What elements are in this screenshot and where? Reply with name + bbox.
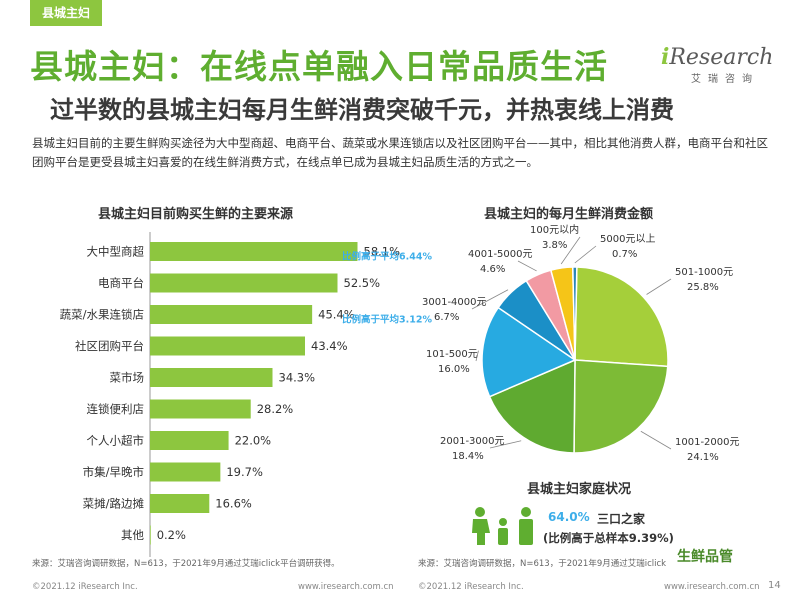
bar-value-label: 34.3% [279,371,316,385]
bar [150,462,221,482]
bar-category-label: 连锁便利店 [87,402,145,416]
family-label: 三口之家 [597,512,646,526]
bar-chart-title: 县城主妇目前购买生鲜的主要来源 [98,207,294,222]
copyright-right: ©2021.12 iResearch Inc. [418,582,524,592]
pie-leader-line [574,245,597,264]
pie-leader-line [471,289,509,310]
bar-value-label: 16.6% [215,497,252,511]
bar-category-label: 大中型商超 [87,245,145,259]
bar-category-label: 个人小超市 [87,434,145,448]
pie-slice-value: 0.7% [612,249,637,260]
bar-value-label: 22.0% [235,434,272,448]
bar-value-label: 52.5% [344,276,381,290]
pie-slice-value: 3.8% [542,240,567,251]
watermark: 生鲜品管 [677,549,733,565]
bar-value-label: 0.2% [157,528,186,542]
bar-value-label: 19.7% [226,465,263,479]
pie-slice [572,266,578,361]
page-subtitle: 过半数的县城主妇每月生鲜消费突破千元，并热衷线上消费 [50,96,674,124]
site-left: www.iresearch.com.cn [298,582,394,592]
bar-chart: 大中型商超 58.1% 电商平台 52.5% 蔬菜/水果连锁店 45.4% 社区团购平台 43… [60,232,432,557]
bar-value-label: 45.4% [318,308,355,322]
pie-leader-line [560,236,581,265]
pie-slice [488,358,576,454]
bar [150,273,338,293]
source-note-left: 来源：艾瑞咨询调研数据，N=613，于2021年9月通过艾瑞iclick平台调研… [32,559,340,569]
pie-slice-label: 4001-5000元 [468,249,533,260]
pie-slice-value: 6.7% [434,312,459,323]
page-number: 14 [768,580,781,591]
bar [150,368,273,387]
copyright-left: ©2021.12 iResearch Inc. [32,582,138,592]
pie-leader-line [640,430,672,450]
intro-paragraph: 县城主妇目前的主要生鲜购买途径为大中型商超、电商平台、蔬菜或水果连锁店以及社区团… [32,136,768,169]
pie-leader-line [646,278,672,295]
family-percent: 64.0% [548,510,590,524]
source-note-right: 来源：艾瑞咨询调研数据，N=613，于2021年9月通过艾瑞iclick [418,559,667,569]
bar [150,525,151,545]
family-icon [472,507,533,545]
bar-category-label: 蔬菜/水果连锁店 [60,308,144,322]
pie-slice [481,306,577,398]
pie-slice-value: 4.6% [480,264,505,275]
bar-value-label: 58.1% [364,245,401,259]
pie-leader-line [475,350,479,362]
bar-annotation: 比例高于平均3.12% [342,314,432,326]
family-title: 县城主妇家庭状况 [527,482,632,497]
pie-leader-line [517,260,537,272]
pie-slice-value: 18.4% [452,451,484,462]
pie-slice [574,266,669,368]
bar [150,431,229,450]
bar [150,242,358,261]
bar [150,399,251,419]
pie-slice-label: 100元以内 [530,223,579,236]
bar-category-label: 菜摊/路边摊 [83,497,145,511]
pie-chart-title: 县城主妇的每月生鲜消费金额 [484,207,654,222]
pie-chart: 501-1000元 25.8% 1001-2000元 24.1% 2001-3000元 1… [422,223,740,463]
bar-category-label: 电商平台 [98,276,144,290]
brand-logo-name: Research [669,45,774,70]
bar-value-label: 28.2% [257,402,294,416]
brand-logo: iResearch 艾瑞咨询 [661,44,781,85]
pie-slice-value: 25.8% [687,282,719,293]
pie-slice-label: 101-500元 [426,349,478,360]
pie-slice-label: 3001-4000元 [422,297,487,308]
pie-slice [573,359,669,454]
bar-category-label: 菜市场 [110,371,145,385]
bar [150,305,313,324]
pie-slice-label: 501-1000元 [675,267,733,278]
bar-value-label: 43.4% [311,339,348,353]
brand-logo-cn: 艾瑞咨询 [691,74,759,85]
pie-slice-label: 2001-3000元 [440,436,505,447]
pie-leader-line [489,440,522,449]
section-tag: 县城主妇 [30,0,103,26]
bar-category-label: 社区团购平台 [75,339,144,353]
bar [150,494,210,513]
bar-category-label: 市集/早晚市 [83,465,144,479]
pie-slice-value: 24.1% [687,452,719,463]
pie-slice-value: 16.0% [438,364,470,375]
pie-slice-label: 1001-2000元 [675,437,740,448]
brand-logo-i: i [661,44,670,70]
family-note: (比例高于总样本9.39%) [543,531,674,545]
bar-annotation: 比例高于平均6.44% [342,251,432,263]
bar-category-label: 其他 [121,528,144,542]
site-right: www.iresearch.com.cn [664,582,760,592]
pie-slice-label: 5000元以上 [600,233,655,245]
page-title: 县城主妇：在线点单融入日常品质生活 [30,47,608,86]
bar [150,336,305,356]
